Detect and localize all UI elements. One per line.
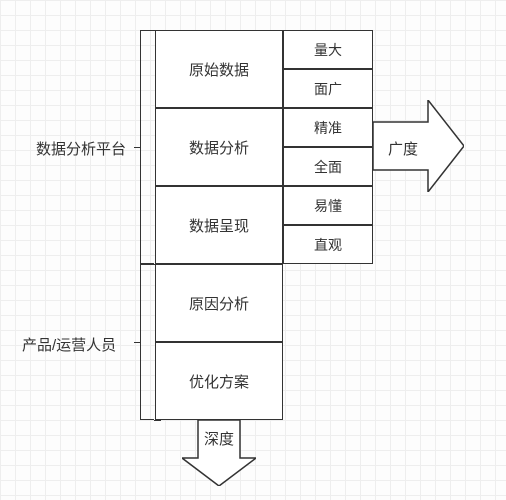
sub-box-5: 直观 — [283, 225, 373, 264]
main-box-analysis: 数据分析 — [155, 108, 283, 186]
bracket-platform — [140, 30, 154, 264]
main-box-optimize: 优化方案 — [155, 342, 283, 420]
label-platform: 数据分析平台 — [36, 138, 126, 159]
sub-box-3: 全面 — [283, 147, 373, 186]
label-people: 产品/运营人员 — [22, 334, 116, 355]
sub-box-1: 面广 — [283, 69, 373, 108]
sub-box-2: 精准 — [283, 108, 373, 147]
bracket-people — [140, 264, 154, 420]
sub-box-4: 易懂 — [283, 186, 373, 225]
main-box-cause: 原因分析 — [155, 264, 283, 342]
breadth-arrow-label: 广度 — [388, 138, 418, 159]
sub-box-0: 量大 — [283, 30, 373, 69]
main-box-raw: 原始数据 — [155, 30, 283, 108]
breadth-arrow — [373, 100, 464, 192]
diagram-stage: 原始数据数据分析数据呈现原因分析优化方案 量大面广精准全面易懂直观 数据分析平台产品… — [0, 0, 506, 500]
main-box-present: 数据呈现 — [155, 186, 283, 264]
depth-arrow-label: 深度 — [204, 428, 234, 449]
